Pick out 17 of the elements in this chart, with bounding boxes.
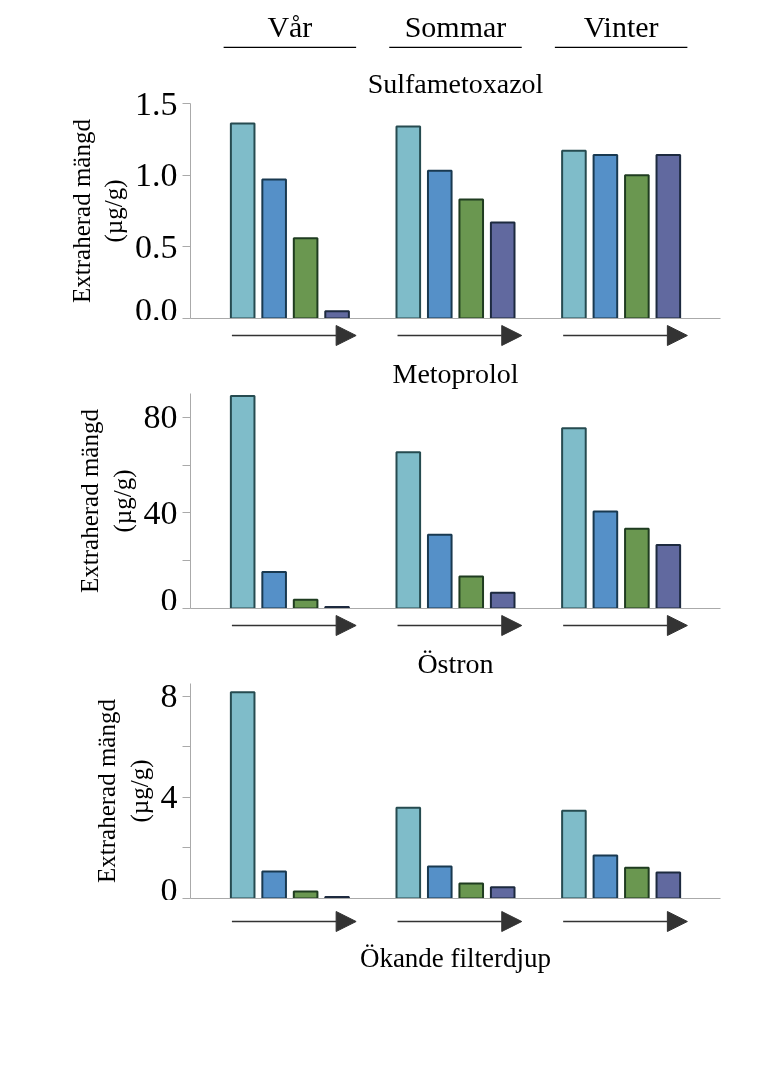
chart-title: Sulfametoxazol — [367, 67, 544, 99]
x-tick-label: Sommar — [404, 9, 507, 43]
y-tick-label: 1.0 — [135, 156, 178, 194]
x-axis-title: Ökande filterdjup — [359, 942, 552, 973]
chart-title: Metoprolol — [392, 357, 519, 389]
x-tick-label: Vår — [267, 9, 313, 43]
y-tick-label: 8 — [160, 677, 178, 715]
y-tick-label: 40 — [143, 493, 178, 531]
y-tick-label: 1.5 — [135, 84, 178, 122]
y-tick-label: 0.5 — [135, 227, 178, 265]
x-tick-label: Vinter — [583, 9, 659, 43]
y-axis-title: Extraherad mängd (µg/g) — [67, 118, 128, 303]
y-tick-label: 4 — [160, 778, 178, 816]
y-axis-title: Extraherad mängd (µg/g) — [76, 408, 137, 593]
y-tick-label: 80 — [143, 398, 178, 436]
y-axis-title: Extraherad mängd (µg/g) — [93, 698, 154, 883]
chart-title: Östron — [417, 647, 494, 679]
